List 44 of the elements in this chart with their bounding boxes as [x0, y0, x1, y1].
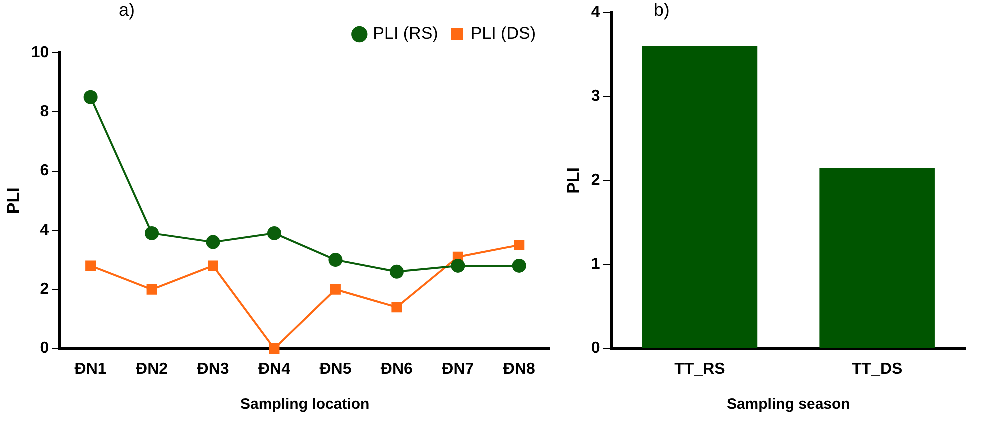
- y-tick-label: 10: [31, 44, 50, 62]
- point: [512, 258, 526, 273]
- point: [451, 258, 466, 273]
- legend-label: PLI (DS): [470, 24, 536, 44]
- y-tick-label: 8: [40, 104, 50, 121]
- point: [390, 264, 404, 279]
- point: [208, 260, 219, 272]
- point: [206, 235, 220, 250]
- y-axis-title: PLI: [4, 188, 23, 214]
- x-tick-label: ĐN8: [503, 360, 536, 378]
- y-tick-label: 6: [40, 162, 50, 180]
- legend-label: PLI (RS): [373, 24, 438, 44]
- x-tick-label: TT_DS: [852, 360, 903, 378]
- text: a): [118, 0, 135, 20]
- y-axis-title: PLI: [564, 167, 583, 194]
- y-tick-label: 4: [40, 222, 50, 239]
- x-axis-title: Sampling season: [726, 396, 850, 414]
- x-tick-label: ĐN1: [74, 360, 107, 378]
- x-tick-label: TT_RS: [674, 360, 726, 378]
- point: [145, 226, 160, 240]
- x-tick-label: ĐN5: [320, 360, 352, 378]
- x-tick-label: ĐN7: [442, 360, 474, 378]
- point: [392, 302, 402, 313]
- y-tick-label: 4: [591, 4, 600, 22]
- point: [86, 260, 96, 272]
- y-tick-label: 0: [40, 340, 50, 358]
- x-tick-label: ĐN6: [380, 360, 414, 378]
- y-tick-label: 1: [591, 256, 600, 274]
- point: [84, 90, 98, 104]
- point: [269, 344, 280, 354]
- point: [146, 284, 158, 295]
- y-tick-label: 3: [591, 88, 600, 106]
- x-tick-label: ĐN3: [197, 360, 230, 378]
- point: [328, 253, 343, 268]
- y-tick-label: 0: [591, 340, 600, 358]
- point: [267, 226, 282, 240]
- point: [330, 284, 341, 295]
- x-tick-label: ĐN4: [258, 360, 291, 378]
- annotation: b): [654, 0, 670, 20]
- x-tick-label: ĐN2: [136, 360, 168, 378]
- y-tick-label: 2: [591, 172, 600, 190]
- x-axis-title: Sampling location: [240, 396, 370, 414]
- y-tick-label: 2: [40, 281, 50, 298]
- point: [514, 240, 525, 251]
